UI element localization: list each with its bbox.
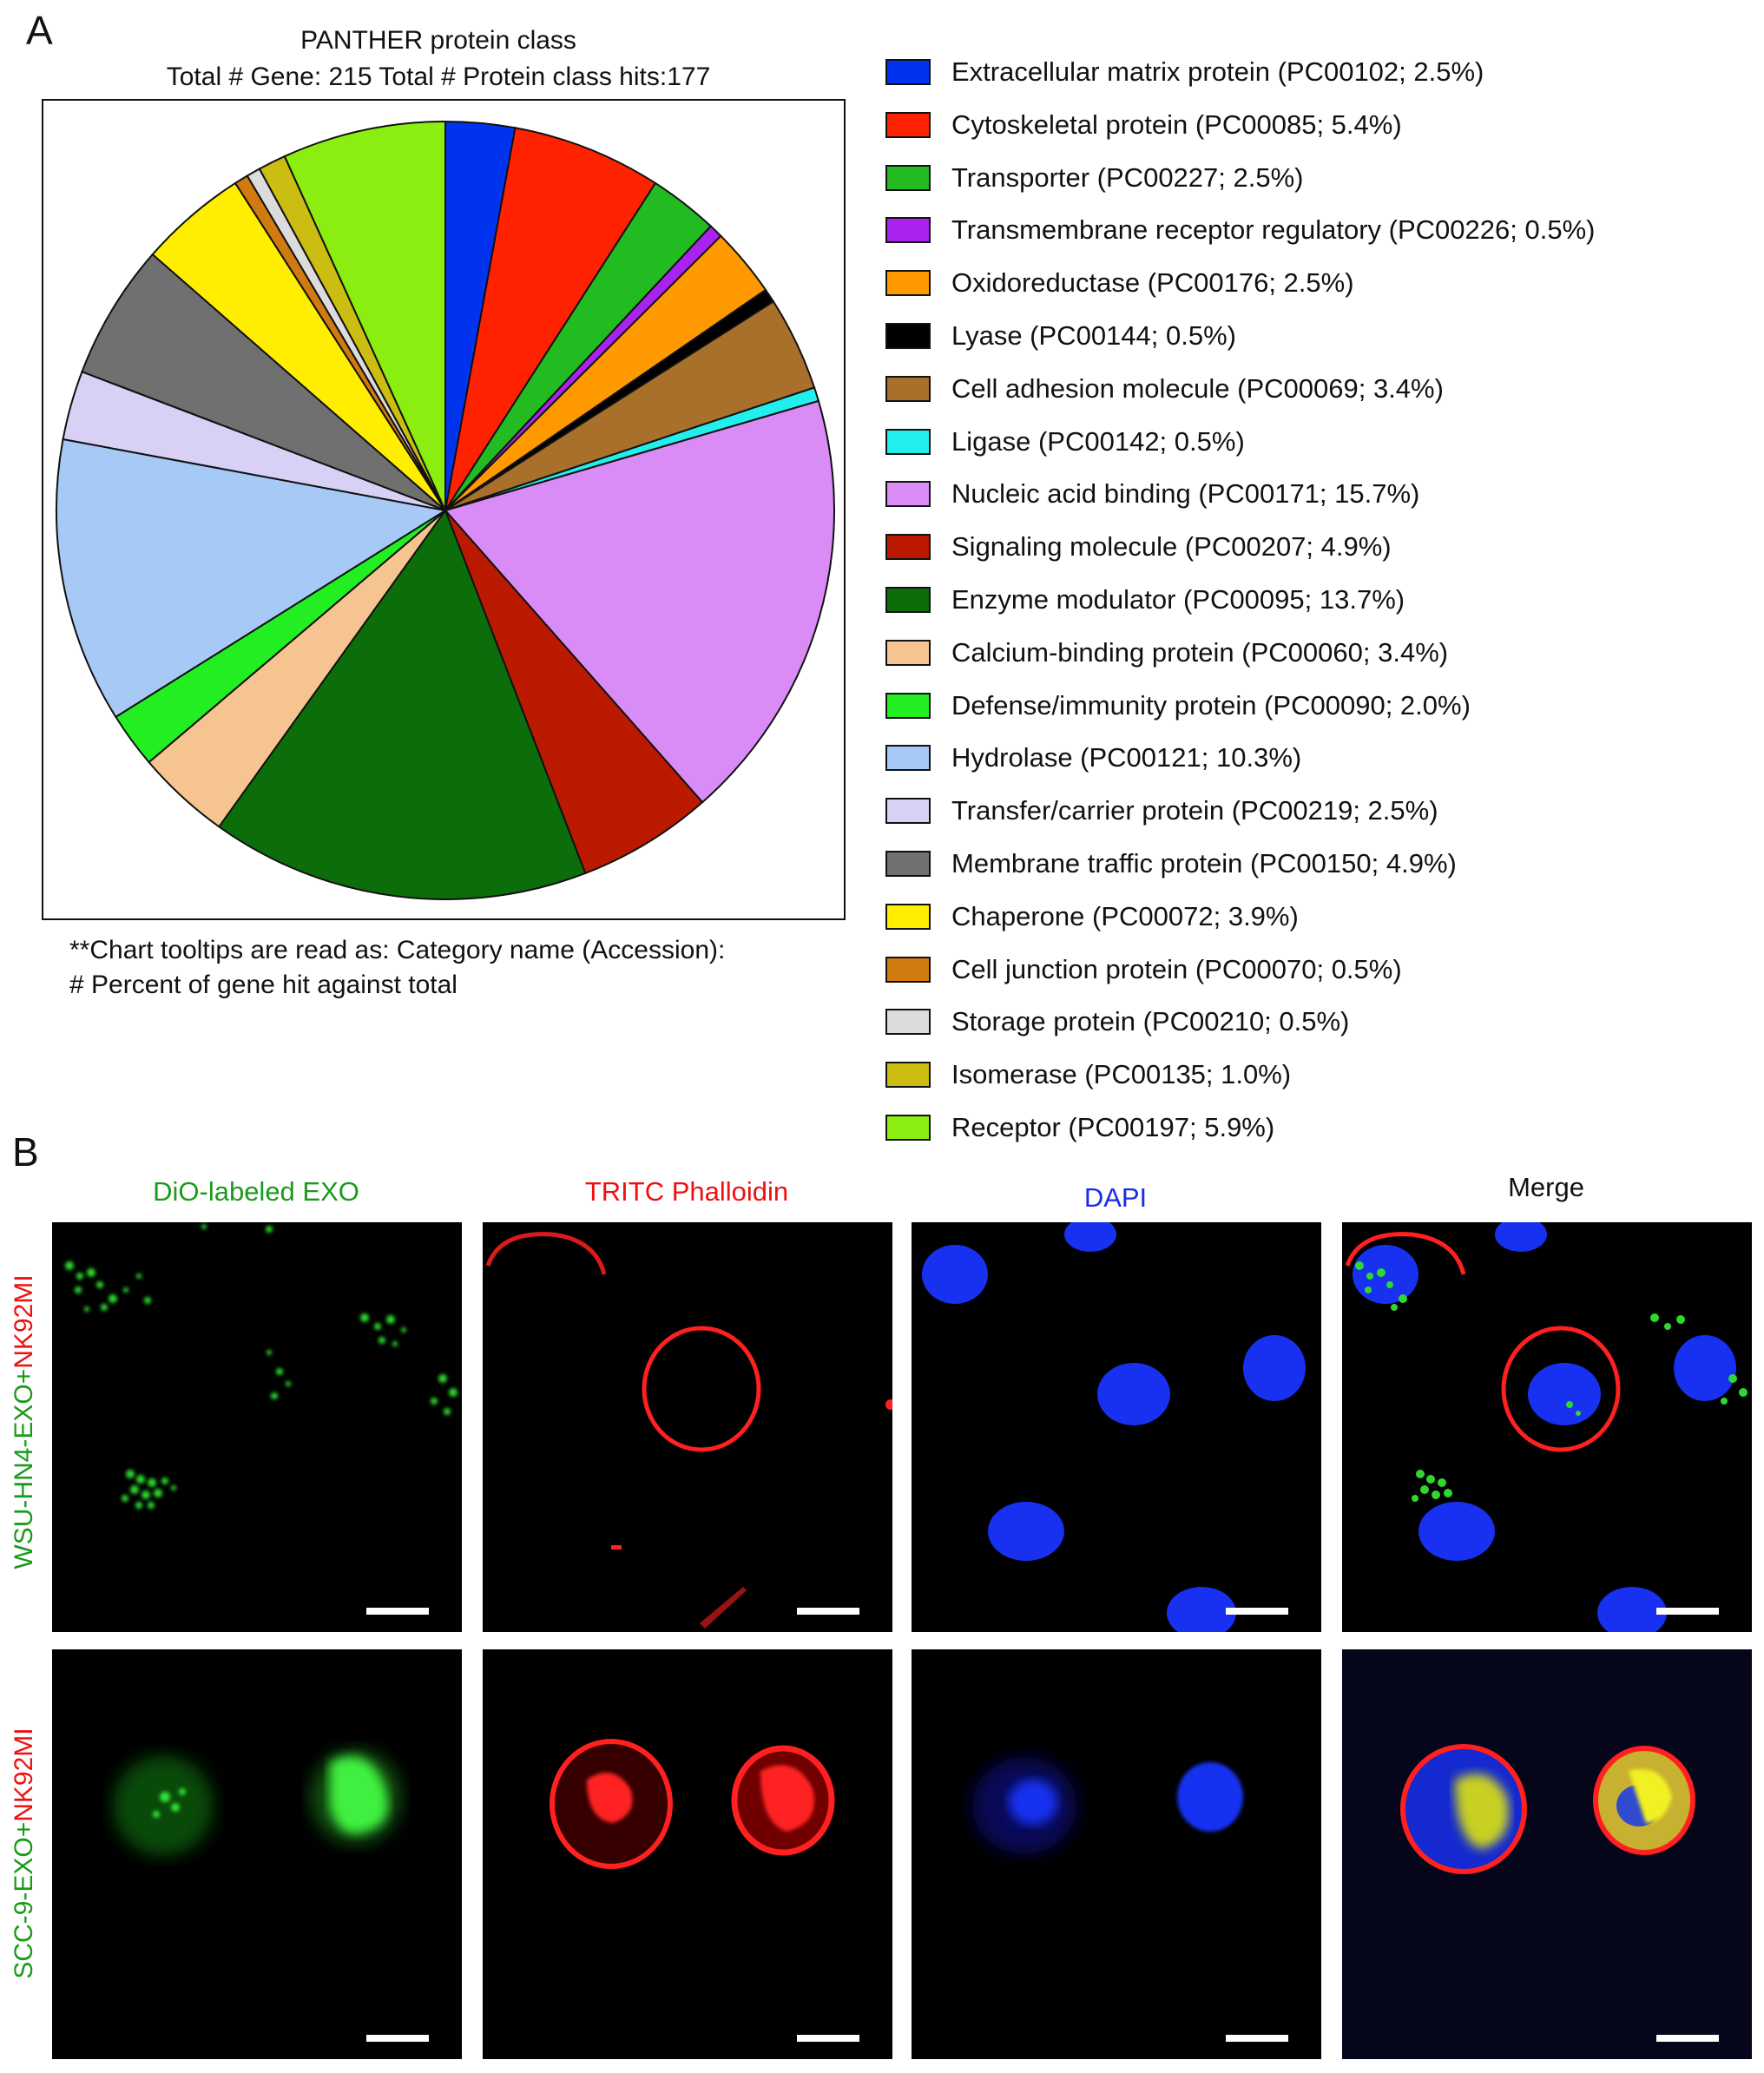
legend-swatch — [885, 59, 931, 85]
micrograph-wsu-dapi — [912, 1222, 1321, 1632]
micrograph-wsu-merge — [1342, 1222, 1752, 1632]
legend-label: Extracellular matrix protein (PC00102; 2… — [951, 56, 1484, 87]
legend-swatch — [885, 1115, 931, 1141]
legend-swatch — [885, 639, 931, 666]
legend-label: Oxidoreductase (PC00176; 2.5%) — [951, 267, 1354, 299]
legend-swatch — [885, 375, 931, 402]
legend-swatch — [885, 1009, 931, 1036]
column-title-dapi: DAPI — [1083, 1182, 1148, 1213]
pie-slice-8 — [444, 399, 835, 804]
legend-swatch — [885, 164, 931, 191]
legend-swatch — [885, 428, 931, 455]
pie-slice-9 — [444, 510, 704, 875]
legend-label: Storage protein (PC00210; 0.5%) — [951, 1006, 1350, 1037]
micrograph-wsu-dio — [52, 1222, 462, 1632]
scale-bar — [797, 2035, 859, 2042]
column-title-dio: DiO-labeled EXO — [153, 1176, 359, 1207]
legend-swatch — [885, 851, 931, 877]
legend-swatch — [885, 217, 931, 244]
legend-label: Transporter (PC00227; 2.5%) — [951, 161, 1304, 193]
legend-label: Receptor (PC00197; 5.9%) — [951, 1112, 1275, 1142]
legend-label: Cell junction protein (PC00070; 0.5%) — [951, 953, 1402, 984]
legend-swatch — [885, 903, 931, 930]
chart-subtitle: Total # Gene: 215 Total # Protein class … — [166, 63, 711, 91]
scale-bar — [1226, 1608, 1288, 1615]
pie-chart-frame — [42, 99, 846, 920]
scale-bar — [797, 1608, 859, 1615]
legend-label: Nucleic acid binding (PC00171; 15.7%) — [951, 478, 1420, 510]
chart-title: PANTHER protein class — [300, 26, 576, 55]
legend-label: Transmembrane receptor regulatory (PC002… — [951, 214, 1596, 246]
legend-label: Signaling molecule (PC00207; 4.9%) — [951, 531, 1392, 563]
legend-label: Transfer/carrier protein (PC00219; 2.5%) — [951, 795, 1438, 826]
micrograph-scc9-dapi — [912, 1649, 1321, 2059]
panel-b-letter: B — [12, 1129, 39, 1175]
scale-bar — [366, 2035, 429, 2042]
legend-swatch — [885, 798, 931, 825]
legend-label: Isomerase (PC00135; 1.0%) — [951, 1059, 1292, 1090]
legend-label: Membrane traffic protein (PC00150; 4.9%) — [951, 848, 1457, 879]
legend-label: Lyase (PC00144; 0.5%) — [951, 320, 1236, 351]
row-title-wsu-hn4-part1: WSU-HN4-EXO+ — [10, 1368, 38, 1570]
legend-swatch — [885, 270, 931, 297]
micrograph-scc9-tritc — [483, 1649, 892, 2059]
scale-bar — [1656, 1608, 1719, 1615]
row-title-wsu-hn4: WSU-HN4-EXO+NK92MI — [10, 1274, 39, 1569]
pie-chart — [56, 120, 835, 900]
micrograph-wsu-tritc — [483, 1222, 892, 1632]
scale-bar — [366, 1608, 429, 1615]
legend-label: Calcium-binding protein (PC00060; 3.4%) — [951, 636, 1449, 668]
legend-label: Enzyme modulator (PC00095; 13.7%) — [951, 584, 1405, 615]
pie-slice-1 — [444, 127, 657, 511]
chart-note-line1: **Chart tooltips are read as: Category n… — [69, 936, 726, 964]
legend-swatch — [885, 323, 931, 349]
legend-swatch — [885, 745, 931, 772]
pie-slice-20 — [283, 120, 446, 511]
scale-bar — [1656, 2035, 1719, 2042]
row-title-scc-9: SCC-9-EXO+NK92MI — [10, 1728, 39, 1978]
column-title-merge: Merge — [1508, 1172, 1584, 1202]
legend-swatch — [885, 111, 931, 138]
micrograph-scc9-dio — [52, 1649, 462, 2059]
micrograph-scc9-merge — [1342, 1649, 1752, 2059]
legend-label: Cell adhesion molecule (PC00069; 3.4%) — [951, 372, 1444, 404]
row-title-scc-9-part1: SCC-9-EXO+ — [10, 1821, 38, 1979]
legend-swatch — [885, 692, 931, 719]
panel-a-letter: A — [26, 8, 53, 53]
legend-swatch — [885, 534, 931, 561]
legend-swatch — [885, 587, 931, 613]
scale-bar — [1226, 2035, 1288, 2042]
row-title-scc-9-part2: NK92MI — [10, 1728, 38, 1822]
legend-label: Hydrolase (PC00121; 10.3%) — [951, 742, 1302, 773]
legend-label: Defense/immunity protein (PC00090; 2.0%) — [951, 689, 1471, 721]
pie-slice-13 — [56, 438, 448, 719]
legend-label: Ligase (PC00142; 0.5%) — [951, 425, 1245, 457]
pie-slice-15 — [81, 253, 446, 511]
legend-label: Cytoskeletal protein (PC00085; 5.4%) — [951, 109, 1402, 140]
chart-note-line2: # Percent of gene hit against total — [69, 971, 457, 999]
legend-swatch — [885, 481, 931, 508]
pie-slice-10 — [217, 508, 587, 900]
column-title-tritc: TRITC Phalloidin — [584, 1176, 789, 1207]
row-title-wsu-hn4-part2: NK92MI — [10, 1274, 38, 1369]
legend-swatch — [885, 1062, 931, 1089]
legend-label: Chaperone (PC00072; 3.9%) — [951, 900, 1299, 931]
legend-swatch — [885, 956, 931, 983]
